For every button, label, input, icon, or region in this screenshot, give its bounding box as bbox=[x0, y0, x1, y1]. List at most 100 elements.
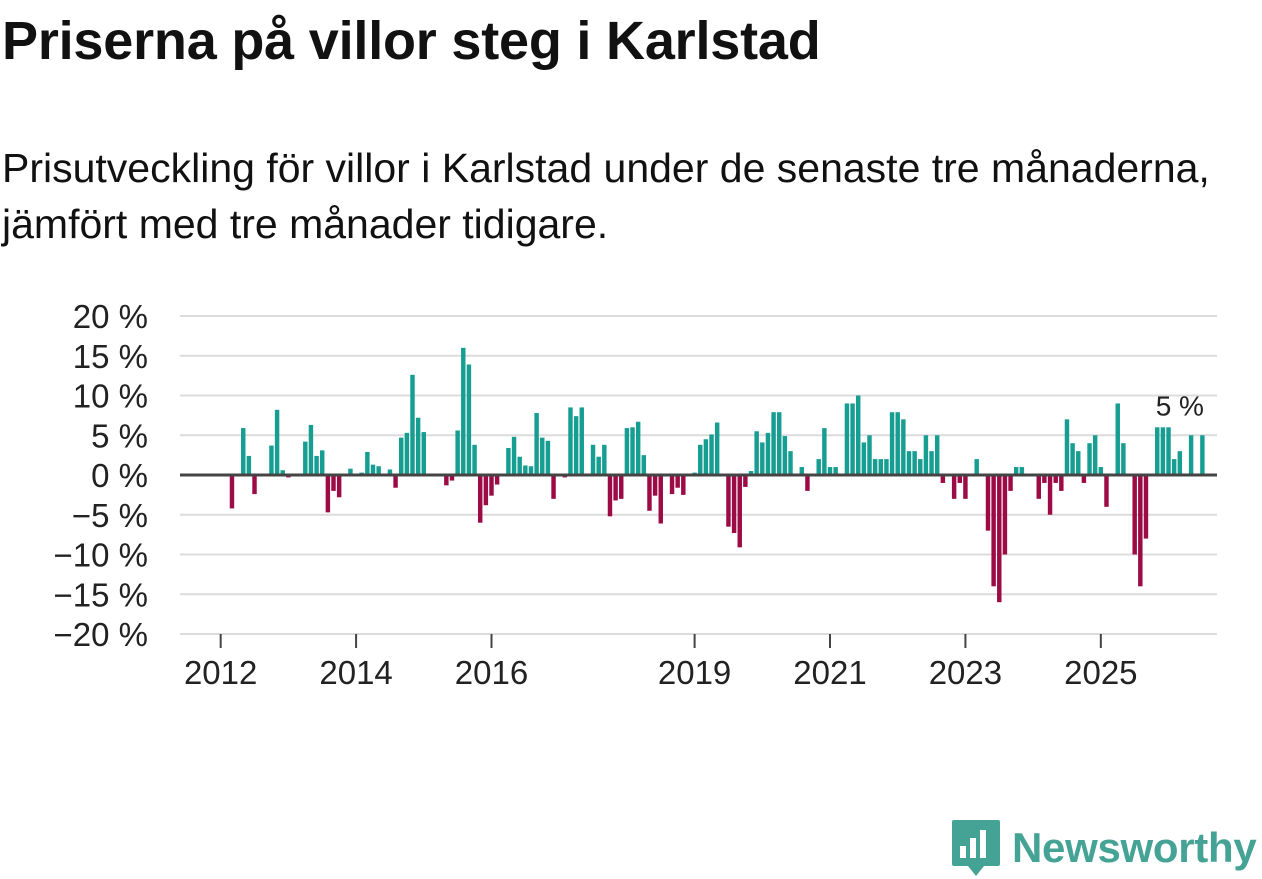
bar bbox=[399, 437, 404, 475]
bar-chart: 20 %15 %10 %5 %0 %−5 %−10 %−15 %−20 % 20… bbox=[54, 298, 1217, 691]
bar bbox=[675, 475, 680, 488]
bar bbox=[229, 475, 235, 509]
bar bbox=[652, 475, 658, 496]
bar bbox=[1160, 427, 1166, 475]
bar bbox=[602, 444, 607, 475]
bar bbox=[1059, 475, 1064, 491]
bar bbox=[1002, 475, 1008, 555]
bar bbox=[669, 475, 675, 495]
bar bbox=[856, 395, 861, 475]
bar bbox=[1008, 475, 1013, 491]
bar bbox=[1132, 475, 1137, 555]
x-tick-label: 2021 bbox=[793, 654, 866, 691]
y-tick-label: 10 % bbox=[73, 378, 148, 415]
bar bbox=[590, 444, 596, 475]
bar bbox=[1070, 443, 1075, 475]
x-tick-label: 2025 bbox=[1064, 654, 1137, 691]
bar bbox=[1155, 427, 1160, 475]
bar bbox=[483, 475, 489, 506]
bar bbox=[376, 466, 381, 475]
bar bbox=[878, 459, 884, 475]
bar bbox=[455, 430, 460, 475]
bar bbox=[1171, 459, 1177, 475]
bar bbox=[280, 470, 285, 475]
bar bbox=[658, 475, 663, 524]
annotation-label: 5 % bbox=[1156, 390, 1204, 421]
bar bbox=[681, 475, 686, 495]
y-tick-label: 5 % bbox=[91, 417, 148, 454]
bar bbox=[523, 465, 528, 475]
chart-subtitle: Prisutveckling för villor i Karlstad und… bbox=[2, 145, 1210, 247]
chart-title: Priserna på villor steg i Karlstad bbox=[2, 11, 821, 71]
bar bbox=[726, 475, 731, 527]
newsworthy-logo: Newsworthy bbox=[950, 818, 1257, 878]
bar bbox=[325, 475, 331, 513]
bar bbox=[906, 451, 912, 475]
bar bbox=[816, 459, 821, 475]
bar bbox=[788, 451, 793, 475]
bar bbox=[511, 436, 517, 475]
bar bbox=[579, 407, 584, 475]
bar bbox=[1177, 451, 1183, 475]
y-tick-label: 20 % bbox=[73, 298, 148, 335]
bar bbox=[731, 475, 737, 534]
y-tick-label: −5 % bbox=[72, 497, 148, 534]
bar bbox=[737, 475, 742, 548]
x-tick-label: 2023 bbox=[929, 654, 1002, 691]
y-tick-label: 15 % bbox=[73, 338, 148, 375]
bar bbox=[421, 432, 426, 475]
bar bbox=[974, 459, 979, 475]
bar bbox=[1019, 467, 1025, 475]
bar bbox=[241, 428, 246, 475]
bar bbox=[466, 364, 472, 475]
bar bbox=[568, 407, 573, 475]
bar bbox=[765, 432, 771, 475]
bar bbox=[1098, 467, 1104, 475]
bar bbox=[884, 459, 889, 475]
bar bbox=[506, 447, 511, 475]
bar bbox=[912, 451, 917, 475]
bar bbox=[703, 439, 709, 475]
bar bbox=[246, 455, 252, 475]
bar bbox=[963, 475, 968, 499]
bar bbox=[348, 468, 353, 475]
bar bbox=[613, 475, 618, 501]
bar bbox=[1188, 435, 1194, 475]
bar bbox=[370, 464, 376, 475]
bar bbox=[1042, 475, 1047, 483]
y-tick-label: −20 % bbox=[54, 616, 149, 653]
bar bbox=[934, 435, 940, 475]
gridlines bbox=[180, 315, 1217, 635]
bar bbox=[771, 412, 776, 475]
bar bbox=[252, 475, 257, 495]
x-tick-label: 2019 bbox=[658, 654, 731, 691]
bar bbox=[303, 441, 308, 475]
bar bbox=[387, 469, 393, 475]
bar bbox=[923, 435, 929, 475]
bar bbox=[1143, 475, 1149, 539]
axes bbox=[180, 473, 1217, 648]
bar bbox=[1013, 467, 1019, 475]
bar bbox=[1115, 403, 1120, 475]
bar bbox=[551, 475, 556, 499]
bar bbox=[709, 434, 714, 475]
bar bbox=[635, 421, 641, 475]
bar bbox=[1036, 475, 1041, 499]
bar bbox=[461, 347, 466, 475]
bar bbox=[489, 475, 494, 496]
bar bbox=[805, 475, 810, 491]
bar bbox=[777, 412, 782, 475]
bar bbox=[1092, 435, 1098, 475]
bar bbox=[985, 475, 991, 531]
bar bbox=[477, 475, 483, 523]
bar bbox=[596, 456, 601, 475]
bar bbox=[889, 412, 895, 475]
bar bbox=[1104, 475, 1109, 507]
bar bbox=[415, 417, 421, 475]
x-axis-labels: 2012 2014 2016 2019 2021 2023 2025 bbox=[184, 654, 1138, 691]
bar bbox=[573, 416, 579, 475]
bar bbox=[1200, 435, 1205, 475]
bar bbox=[867, 435, 872, 475]
x-tick-label: 2016 bbox=[455, 654, 528, 691]
bar-series bbox=[229, 347, 1205, 603]
